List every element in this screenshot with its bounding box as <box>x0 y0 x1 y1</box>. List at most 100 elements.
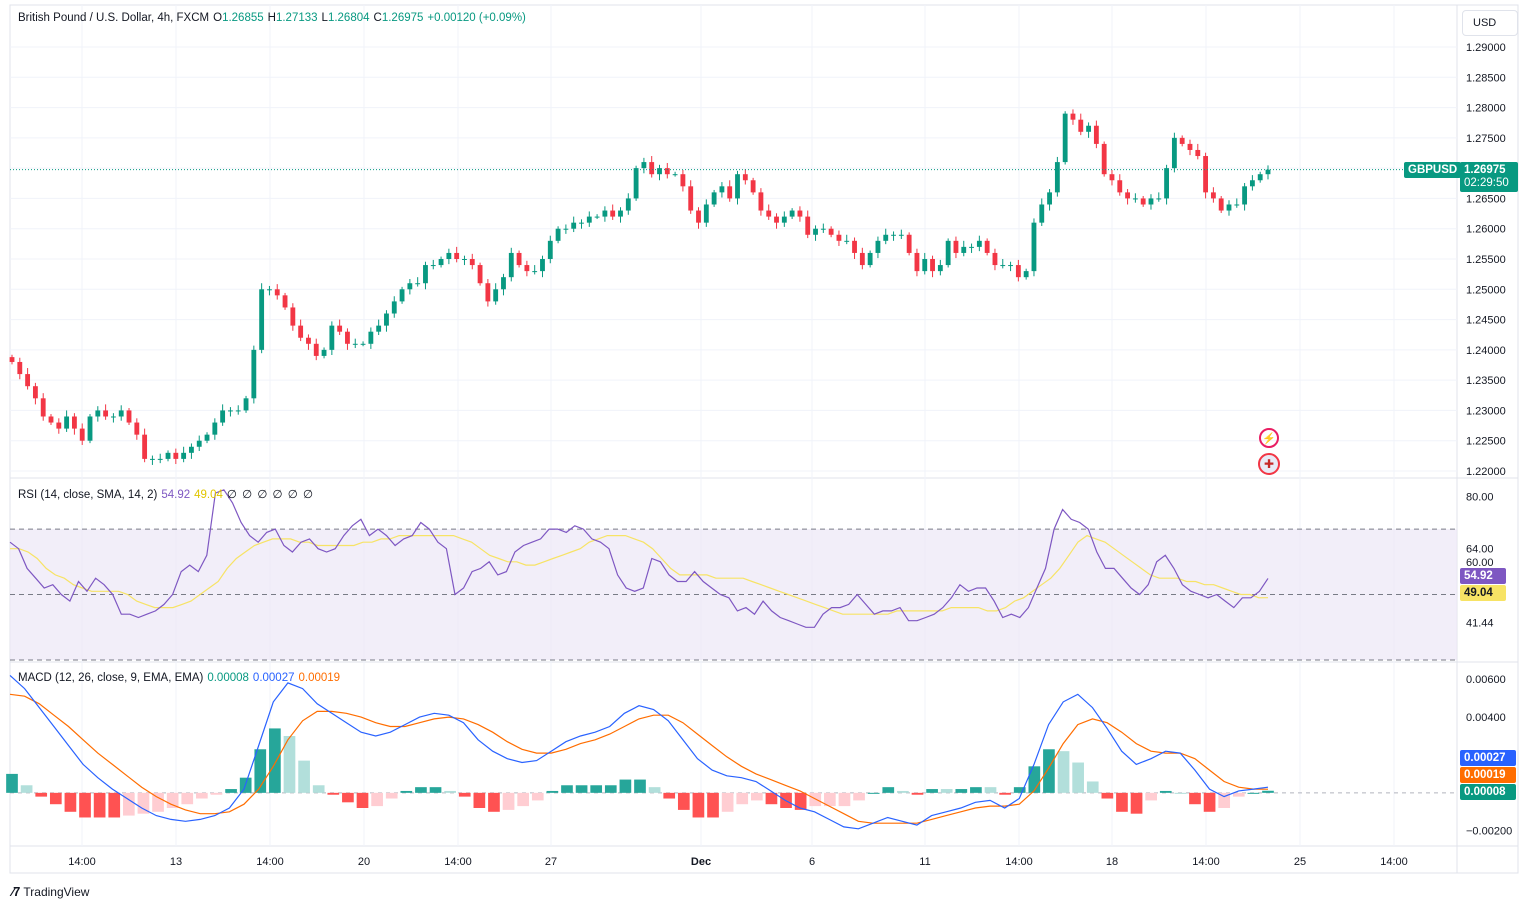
macd-histogram-bar <box>1043 749 1055 793</box>
macd-histogram-bar <box>721 792 734 812</box>
ticker-tag: GBPUSD <box>1404 162 1462 178</box>
macd-histogram-bar <box>254 749 267 793</box>
candle-body <box>17 361 23 375</box>
rsi-legend[interactable]: RSI (14, close, SMA, 14, 2) 54.92 49.04 … <box>18 487 318 501</box>
candle-body <box>735 174 740 199</box>
candle-body <box>859 252 865 266</box>
candle-body <box>142 434 148 459</box>
candle-body <box>438 259 444 266</box>
candle-body <box>181 452 187 459</box>
macd-histogram-bar <box>152 792 164 812</box>
change-value: +0.00120 (+0.09%) <box>427 12 526 24</box>
macd-histogram-bar <box>1247 792 1260 794</box>
macd-histogram-bar <box>677 792 690 810</box>
candle-body <box>1070 113 1076 120</box>
macd-histogram-bar <box>385 792 398 799</box>
rsi-sma-line <box>10 534 1269 615</box>
candle-body <box>992 252 998 266</box>
candle-body <box>1086 125 1091 132</box>
candle-body <box>134 422 140 435</box>
macd-histogram-bar <box>371 792 383 807</box>
tradingview-logo[interactable]: ⁄7 TradingView <box>12 884 89 899</box>
macd-legend[interactable]: MACD (12, 26, close, 9, EMA, EMA) 0.0000… <box>18 672 344 684</box>
candle-body <box>95 410 101 417</box>
macd-histogram-bar <box>926 789 938 793</box>
macd-histogram-bar <box>824 792 836 807</box>
candle-body <box>56 422 62 429</box>
macd-histogram-bar <box>867 792 880 794</box>
rsi-title[interactable]: RSI (14, close, SMA, 14, 2) <box>18 489 158 501</box>
candle-body <box>1125 192 1130 199</box>
price-tick-label: 1.22000 <box>1466 466 1506 478</box>
macd-histogram-bar <box>1189 792 1201 805</box>
candle-body <box>1015 265 1021 278</box>
candle-body <box>586 216 592 223</box>
candle-body <box>524 265 530 272</box>
candle-body <box>204 434 210 441</box>
macd-histogram-bar <box>999 792 1011 795</box>
macd-histogram-bar <box>970 787 982 793</box>
candle-body <box>618 210 623 217</box>
macd-histogram-bar <box>415 787 427 793</box>
macd-histogram-bar <box>692 792 705 818</box>
time-tick-label: 14:00 <box>1380 856 1408 868</box>
currency-label: USD <box>1473 17 1497 29</box>
candle-body <box>891 234 896 236</box>
currency-button[interactable]: USD <box>1462 10 1518 36</box>
candle-body <box>945 240 951 266</box>
macd-histogram-bar <box>590 785 603 793</box>
macd-histogram-bar <box>531 792 544 801</box>
candle-body <box>446 252 452 259</box>
macd-histogram-bar <box>108 792 121 818</box>
candle-body <box>555 228 561 241</box>
macd-histogram-bar <box>575 785 588 793</box>
candle-body <box>407 283 413 290</box>
tv-logo-icon: ⁄7 <box>12 884 20 899</box>
rsi-tick-label: 80.00 <box>1466 491 1494 503</box>
candle-body <box>306 337 311 344</box>
candle-body <box>40 398 46 417</box>
symbol-title[interactable]: British Pound / U.S. Dollar, 4h, FXCM <box>18 12 210 24</box>
candle-body <box>25 374 31 387</box>
candle-body <box>1031 222 1037 272</box>
candle-body <box>477 265 483 284</box>
macd-line <box>9 674 1269 830</box>
macd-histogram-bar <box>20 785 33 793</box>
candle-body <box>937 265 943 272</box>
candle-body <box>1195 149 1201 157</box>
candle-body <box>758 192 764 211</box>
macd-histogram-bar <box>79 792 91 818</box>
macd-histogram-bar <box>35 792 48 797</box>
macd-histogram-bar <box>356 792 369 808</box>
macd-histogram-bar <box>1101 792 1114 799</box>
macd-histogram-bar <box>327 792 340 795</box>
candle-body <box>1242 186 1248 205</box>
countdown-value: 02:29:50 <box>1464 177 1509 189</box>
symbol-legend: British Pound / U.S. Dollar, 4h, FXCM O … <box>18 12 530 24</box>
macd-histogram-bar <box>1072 762 1084 793</box>
candle-body <box>376 325 382 332</box>
rsi-empty-values: ∅ ∅ ∅ ∅ ∅ ∅ <box>226 489 314 501</box>
macd-histogram-bar <box>210 792 223 795</box>
candle-body <box>196 440 202 447</box>
macd-line-value: 0.00027 <box>252 672 295 684</box>
uk-flag-event-icon[interactable]: ✚ <box>1258 453 1280 475</box>
candle-body <box>368 331 374 344</box>
price-tick-label: 1.22500 <box>1466 436 1506 448</box>
rsi-tick-label: 64.00 <box>1466 544 1494 556</box>
candle-body <box>1179 137 1185 144</box>
macd-title[interactable]: MACD (12, 26, close, 9, EMA, EMA) <box>18 672 204 684</box>
candle-body <box>150 458 155 460</box>
price-tick-label: 1.26000 <box>1466 224 1506 236</box>
candle-body <box>540 259 545 272</box>
macd-hist-tag: 0.00008 <box>1460 784 1516 800</box>
candle-body <box>337 325 343 332</box>
lightning-event-icon[interactable]: ⚡ <box>1259 428 1279 448</box>
candle-body <box>680 174 686 187</box>
candle-body <box>1265 169 1271 175</box>
macd-signal-value: 0.00019 <box>298 672 341 684</box>
price-tick-label: 1.23500 <box>1466 375 1506 387</box>
time-tick-label: 14:00 <box>68 856 96 868</box>
